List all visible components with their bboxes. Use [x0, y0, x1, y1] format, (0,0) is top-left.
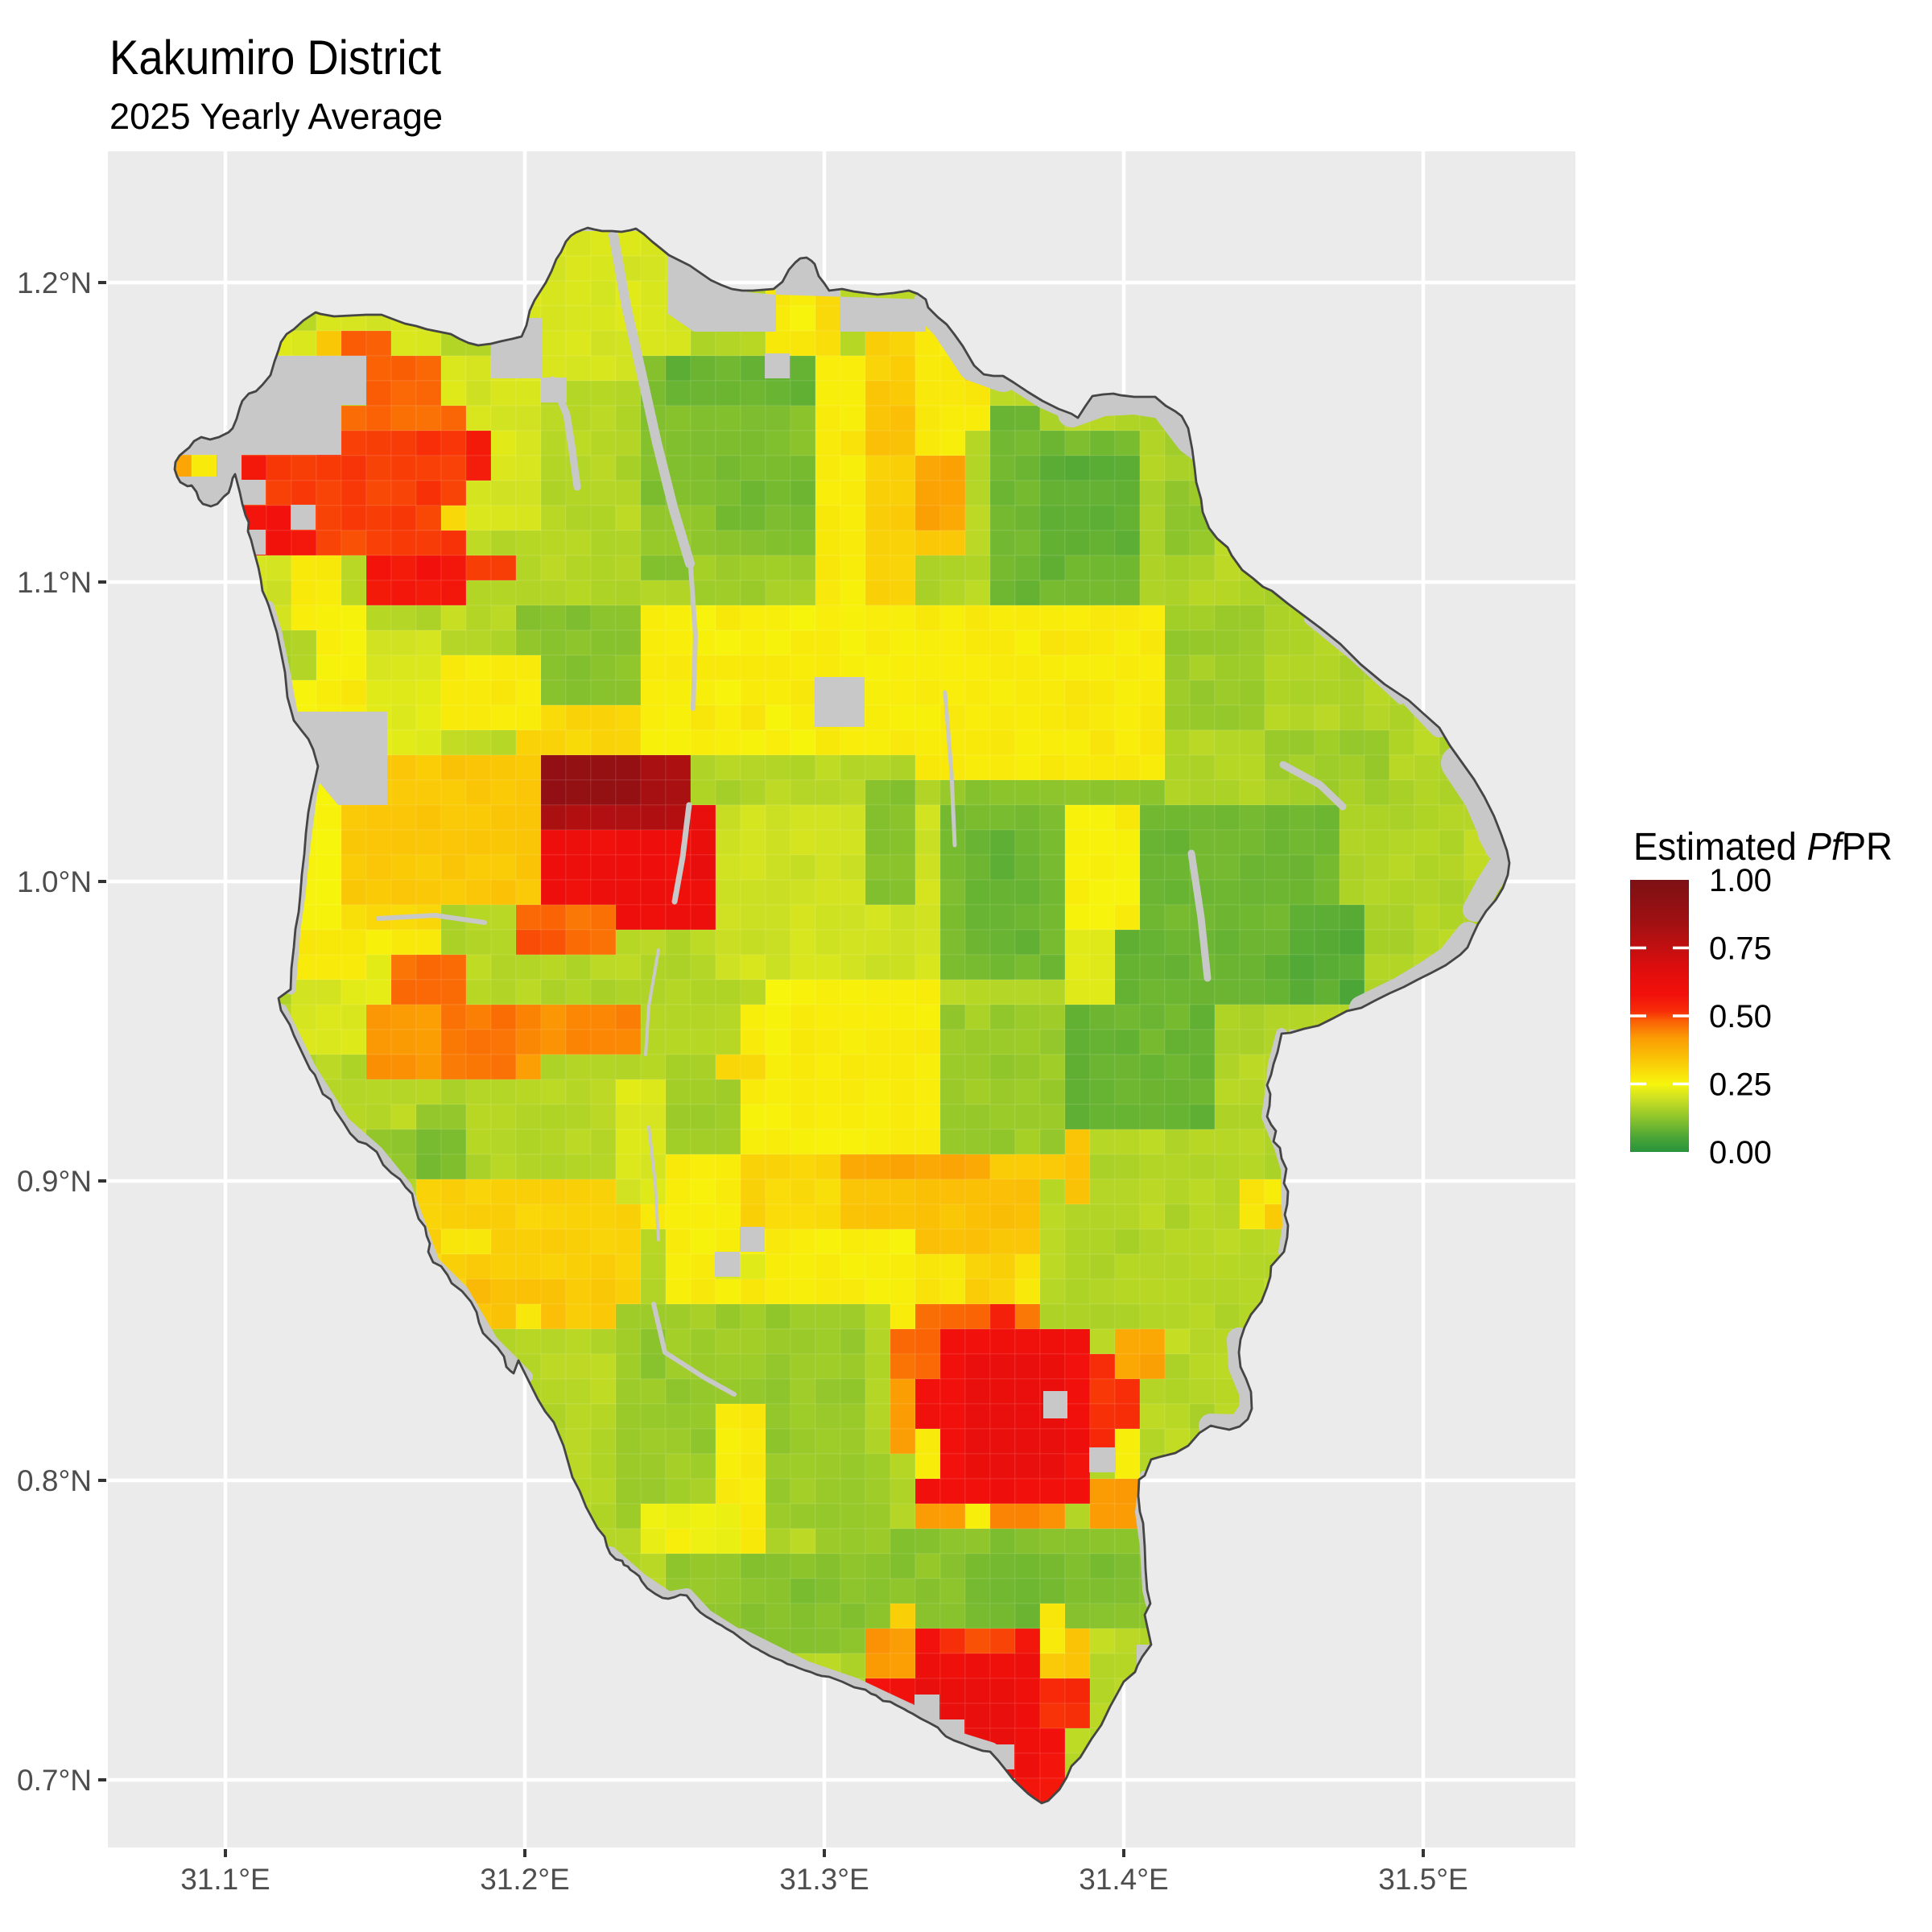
svg-text:2025 Yearly Average: 2025 Yearly Average: [109, 96, 443, 137]
svg-text:1.00: 1.00: [1709, 863, 1772, 898]
svg-text:31.5°E: 31.5°E: [1378, 1863, 1468, 1896]
svg-text:0.75: 0.75: [1709, 931, 1772, 967]
svg-text:Estimated PfPR: Estimated PfPR: [1633, 826, 1893, 869]
svg-text:31.4°E: 31.4°E: [1079, 1863, 1169, 1896]
svg-text:0.8°N: 0.8°N: [17, 1464, 92, 1497]
svg-text:0.00: 0.00: [1709, 1135, 1772, 1170]
svg-text:31.3°E: 31.3°E: [779, 1863, 869, 1896]
svg-text:0.50: 0.50: [1709, 999, 1772, 1034]
svg-text:31.1°E: 31.1°E: [180, 1863, 270, 1896]
svg-text:1.2°N: 1.2°N: [17, 266, 92, 299]
svg-text:Kakumiro District: Kakumiro District: [109, 31, 441, 85]
svg-text:0.9°N: 0.9°N: [17, 1165, 92, 1198]
svg-text:0.25: 0.25: [1709, 1067, 1772, 1103]
svg-text:1.0°N: 1.0°N: [17, 865, 92, 898]
svg-text:31.2°E: 31.2°E: [480, 1863, 570, 1896]
svg-text:1.1°N: 1.1°N: [17, 566, 92, 599]
svg-text:0.7°N: 0.7°N: [17, 1764, 92, 1797]
